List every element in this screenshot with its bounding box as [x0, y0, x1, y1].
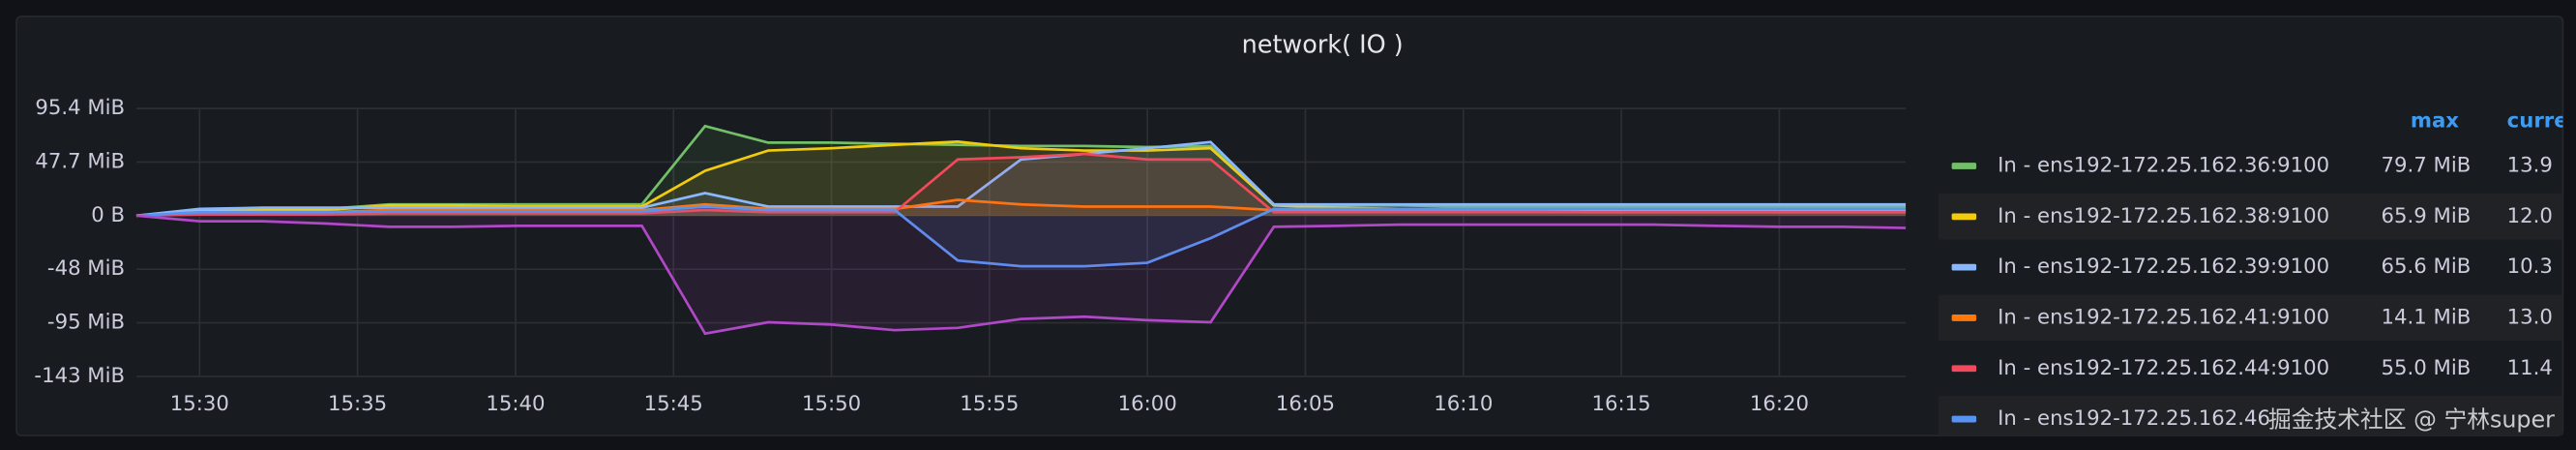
legend-row-bg	[1939, 194, 2563, 240]
legend-header: max	[2411, 109, 2459, 134]
series-line	[135, 205, 1907, 268]
x-tick-label: 16:00	[1118, 392, 1177, 416]
y-tick-label: -143 MiB	[34, 364, 125, 388]
legend-max: 79.7 MiB	[2382, 154, 2472, 178]
legend-name: In - ens192-172.25.162.41:9100	[1998, 305, 2329, 329]
x-tick-label: 16:10	[1434, 392, 1493, 416]
watermark: 掘金技术社区 @ 宁林super	[2268, 405, 2555, 433]
legend-name: In - ens192-172.25.162.46	[1998, 406, 2270, 431]
x-tick-label: 15:45	[644, 392, 703, 416]
legend-swatch	[1951, 263, 1977, 271]
legend-swatch	[1951, 415, 1977, 423]
legend-current: 11.4	[2507, 356, 2553, 380]
y-tick-label: 95.4 MiB	[35, 96, 125, 120]
legend-swatch	[1951, 315, 1977, 321]
legend-row-bg	[1939, 396, 2563, 436]
legend-name: In - ens192-172.25.162.36:9100	[1998, 154, 2329, 178]
legend-swatch	[1951, 365, 1977, 373]
x-tick-label: 16:15	[1592, 392, 1651, 416]
y-tick-label: -95 MiB	[47, 311, 125, 335]
y-tick-label: 47.7 MiB	[35, 149, 125, 173]
legend-swatch	[1951, 163, 1977, 169]
series-area	[135, 206, 1907, 267]
legend-max: 55.0 MiB	[2382, 356, 2472, 380]
series-area	[135, 153, 1907, 216]
x-tick-label: 15:50	[802, 392, 861, 416]
series-area	[135, 141, 1907, 216]
series-line	[135, 140, 1907, 218]
legend-swatch	[1951, 213, 1977, 221]
chart-title: network( IO )	[1242, 31, 1404, 60]
series-line	[135, 152, 1907, 218]
legend-current: 13.9	[2507, 154, 2553, 178]
series-area	[135, 141, 1907, 216]
x-tick-label: 15:35	[328, 392, 387, 416]
x-tick-label: 15:40	[486, 392, 545, 416]
legend-max: 65.9 MiB	[2382, 204, 2472, 228]
x-tick-label: 16:20	[1750, 392, 1809, 416]
legend-max: 65.6 MiB	[2382, 255, 2472, 279]
legend-name: In - ens192-172.25.162.38:9100	[1998, 204, 2329, 228]
legend-current: 10.3	[2507, 255, 2553, 279]
series-area	[135, 126, 1907, 216]
legend-name: In - ens192-172.25.162.39:9100	[1998, 255, 2329, 279]
y-tick-label: 0 B	[91, 203, 125, 227]
x-tick-label: 15:30	[170, 392, 229, 416]
x-tick-label: 16:05	[1276, 392, 1335, 416]
legend-max: 14.1 MiB	[2382, 305, 2472, 329]
legend-name: In - ens192-172.25.162.44:9100	[1998, 356, 2329, 380]
series-line	[135, 214, 1907, 336]
series-area	[135, 215, 1907, 334]
x-tick-label: 15:55	[960, 392, 1019, 416]
legend-current: 13.0	[2507, 305, 2553, 329]
legend-header: curre	[2507, 109, 2568, 134]
y-tick-label: -48 MiB	[47, 256, 125, 281]
legend-current: 12.0	[2507, 204, 2553, 228]
legend-row-bg	[1939, 294, 2563, 342]
